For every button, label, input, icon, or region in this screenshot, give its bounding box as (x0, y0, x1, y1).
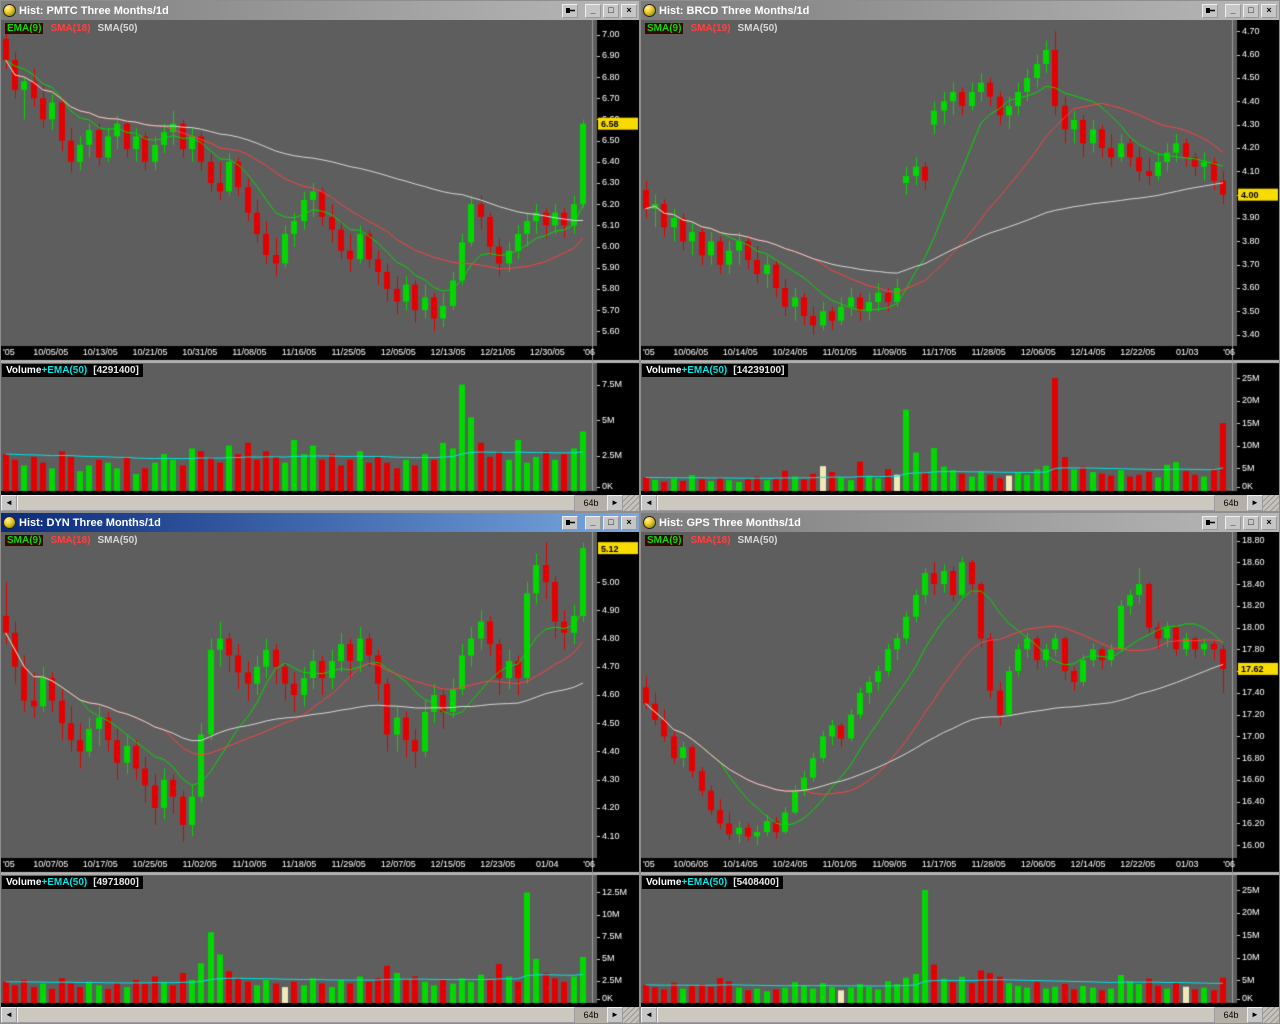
volume-indicator-label: Volume+EMA(50) [14239100] (642, 364, 789, 377)
pin-icon (1206, 8, 1215, 13)
title-bar[interactable]: Hist: DYN Three Months/1d _ □ × (1, 513, 639, 532)
maximize-button[interactable]: □ (603, 515, 619, 530)
legend-ma-mid[interactable]: SMA(18) (690, 535, 731, 546)
legend-ma-slow[interactable]: SMA(50) (737, 23, 778, 34)
scroll-right-button[interactable]: ► (607, 1007, 623, 1023)
scroll-right-button[interactable]: ► (1247, 495, 1263, 511)
horizontal-scrollbar[interactable]: ◄ 64b ► (1, 495, 639, 511)
legend-ma-mid[interactable]: SMA(18) (50, 535, 91, 546)
legend-ma-fast[interactable]: EMA(9) (5, 23, 44, 34)
app-icon (643, 4, 656, 17)
horizontal-scrollbar[interactable]: ◄ 64b ► (1, 1007, 639, 1023)
window-controls: _ □ × (1202, 3, 1277, 18)
price-volume-chart[interactable] (1, 20, 639, 495)
maximize-button[interactable]: □ (603, 3, 619, 18)
indicator-legend: SMA(9) SMA(19) SMA(50) (645, 23, 784, 34)
indicator-legend: SMA(9) SMA(18) SMA(50) (5, 535, 144, 546)
window-title: Hist: PMTC Three Months/1d (19, 4, 169, 17)
pin-icon (566, 8, 575, 13)
indicator-legend: EMA(9) SMA(18) SMA(50) (5, 23, 144, 34)
app-icon (643, 516, 656, 529)
resize-grip[interactable] (1263, 495, 1279, 511)
scroll-thumb[interactable] (657, 495, 1215, 511)
indicator-legend: SMA(9) SMA(18) SMA(50) (645, 535, 784, 546)
minimize-button[interactable]: _ (585, 3, 601, 18)
pin-icon (566, 520, 575, 525)
bar-count-label: 64b (1223, 498, 1239, 508)
window-title: Hist: BRCD Three Months/1d (659, 4, 810, 17)
close-button[interactable]: × (621, 515, 637, 530)
window-controls: _ □ × (562, 515, 637, 530)
close-button[interactable]: × (621, 3, 637, 18)
window-controls: _ □ × (562, 3, 637, 18)
legend-ma-fast[interactable]: SMA(9) (5, 535, 44, 546)
title-bar[interactable]: Hist: BRCD Three Months/1d _ □ × (641, 1, 1279, 20)
app-icon (3, 516, 16, 529)
legend-ma-slow[interactable]: SMA(50) (737, 535, 778, 546)
legend-ma-mid[interactable]: SMA(18) (50, 23, 91, 34)
price-volume-chart[interactable] (1, 532, 639, 1007)
chart-area: SMA(9) SMA(18) SMA(50) Volume+EMA(50) [5408… (641, 532, 1279, 1007)
bar-count-label: 64b (1223, 1010, 1239, 1020)
chart-area: EMA(9) SMA(18) SMA(50) Volume+EMA(50) [4291… (1, 20, 639, 495)
scroll-left-button[interactable]: ◄ (1, 1007, 17, 1023)
title-bar[interactable]: Hist: PMTC Three Months/1d _ □ × (1, 1, 639, 20)
close-button[interactable]: × (1261, 515, 1277, 530)
window-gps: Hist: GPS Three Months/1d _ □ × SMA(9) SM… (640, 512, 1280, 1024)
volume-indicator-label: Volume+EMA(50) [5408400] (642, 876, 783, 889)
bar-count-label: 64b (583, 1010, 599, 1020)
close-button[interactable]: × (1261, 3, 1277, 18)
legend-ma-fast[interactable]: SMA(9) (645, 23, 684, 34)
window-title: Hist: GPS Three Months/1d (659, 516, 801, 529)
pin-button[interactable] (562, 3, 578, 18)
legend-ma-fast[interactable]: SMA(9) (645, 535, 684, 546)
maximize-button[interactable]: □ (1243, 3, 1259, 18)
pin-button[interactable] (1202, 3, 1218, 18)
horizontal-scrollbar[interactable]: ◄ 64b ► (641, 495, 1279, 511)
volume-indicator-label: Volume+EMA(50) [4291400] (2, 364, 143, 377)
pin-button[interactable] (562, 515, 578, 530)
pin-button[interactable] (1202, 515, 1218, 530)
window-brcd: Hist: BRCD Three Months/1d _ □ × SMA(9) S… (640, 0, 1280, 512)
chart-area: SMA(9) SMA(18) SMA(50) Volume+EMA(50) [4971… (1, 532, 639, 1007)
legend-ma-slow[interactable]: SMA(50) (97, 535, 138, 546)
legend-ma-slow[interactable]: SMA(50) (97, 23, 138, 34)
resize-grip[interactable] (623, 495, 639, 511)
app-icon (3, 4, 16, 17)
price-volume-chart[interactable] (641, 20, 1279, 495)
chart-area: SMA(9) SMA(19) SMA(50) Volume+EMA(50) [1423… (641, 20, 1279, 495)
resize-grip[interactable] (623, 1007, 639, 1023)
window-controls: _ □ × (1202, 515, 1277, 530)
horizontal-scrollbar[interactable]: ◄ 64b ► (641, 1007, 1279, 1023)
price-volume-chart[interactable] (641, 532, 1279, 1007)
window-pmtc: Hist: PMTC Three Months/1d _ □ × EMA(9) S… (0, 0, 640, 512)
minimize-button[interactable]: _ (585, 515, 601, 530)
resize-grip[interactable] (1263, 1007, 1279, 1023)
title-bar[interactable]: Hist: GPS Three Months/1d _ □ × (641, 513, 1279, 532)
maximize-button[interactable]: □ (1243, 515, 1259, 530)
scroll-right-button[interactable]: ► (607, 495, 623, 511)
pin-icon (1206, 520, 1215, 525)
scroll-thumb[interactable] (657, 1007, 1215, 1023)
minimize-button[interactable]: _ (1225, 3, 1241, 18)
legend-ma-mid[interactable]: SMA(19) (690, 23, 731, 34)
window-dyn: Hist: DYN Three Months/1d _ □ × SMA(9) SM… (0, 512, 640, 1024)
scroll-left-button[interactable]: ◄ (1, 495, 17, 511)
volume-indicator-label: Volume+EMA(50) [4971800] (2, 876, 143, 889)
scroll-left-button[interactable]: ◄ (641, 495, 657, 511)
window-title: Hist: DYN Three Months/1d (19, 516, 161, 529)
scroll-left-button[interactable]: ◄ (641, 1007, 657, 1023)
scroll-thumb[interactable] (17, 495, 575, 511)
minimize-button[interactable]: _ (1225, 515, 1241, 530)
scroll-right-button[interactable]: ► (1247, 1007, 1263, 1023)
scroll-thumb[interactable] (17, 1007, 575, 1023)
bar-count-label: 64b (583, 498, 599, 508)
